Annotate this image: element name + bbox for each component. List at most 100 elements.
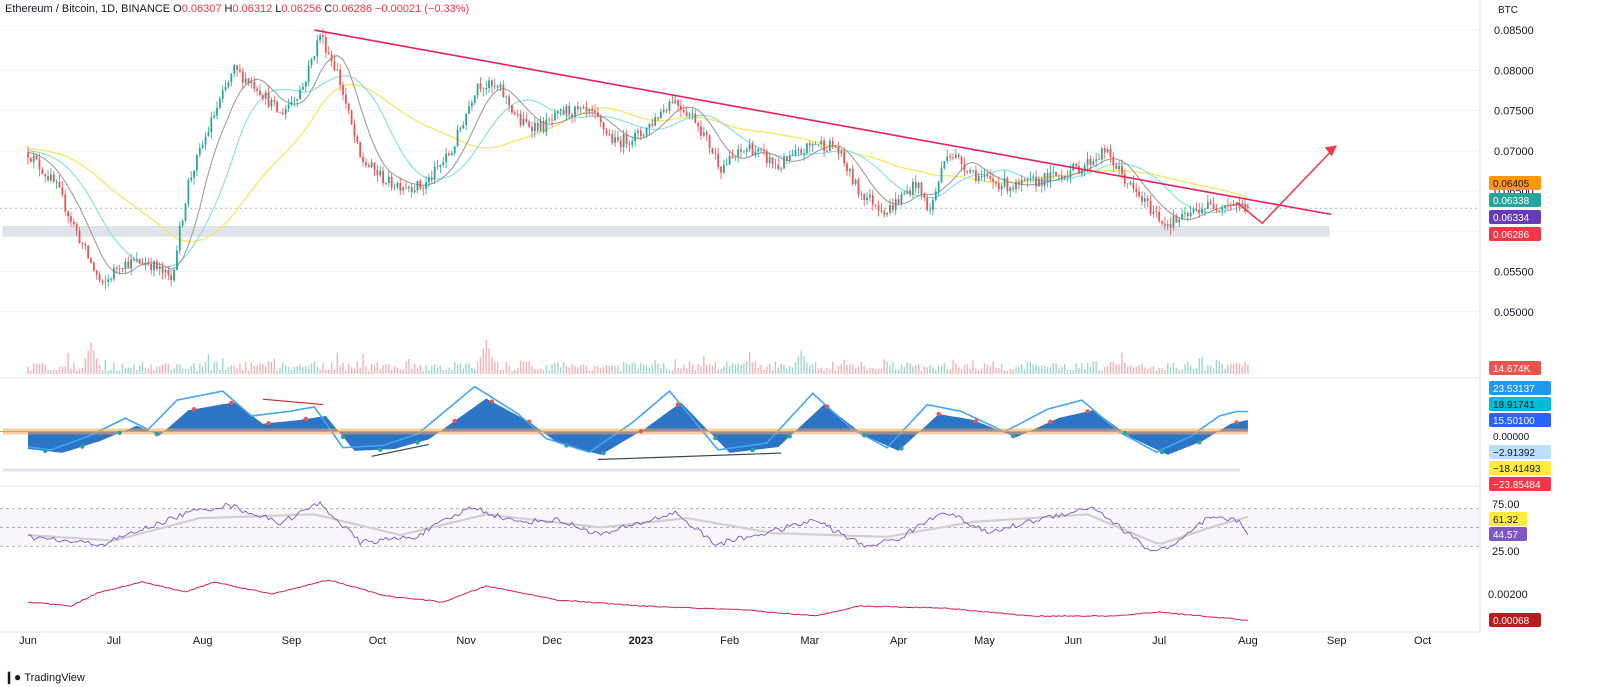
volume-bar [1189,365,1192,374]
candle-body [995,181,997,184]
volume-bar [889,365,891,374]
candle-body [869,194,871,198]
candle-body [740,149,742,152]
wave-value-badge [1489,381,1551,395]
volume-bar [153,369,155,374]
volume-bar [505,361,507,374]
volume-bar [668,369,671,374]
candle-body [52,174,55,182]
candle-body [261,95,264,99]
bottom-value-badge [1489,613,1541,627]
volume-bar [1104,366,1106,374]
wave-signal-dot [1085,409,1090,414]
volume-bar [356,362,359,374]
volume-bar [780,363,782,374]
candle-body [1086,158,1089,166]
volume-bar [1043,365,1046,374]
volume-bar [534,369,536,374]
candles-group [27,28,1249,290]
candle-body [1115,165,1118,170]
volume-bar [296,366,298,374]
volume-bar [680,368,682,374]
candle-body [949,156,952,158]
candle-body [628,143,631,145]
volume-bar [1006,370,1009,374]
bottom-indicator-line [27,579,1248,621]
volume-bar [96,358,98,374]
volume-bar [179,364,181,374]
volume-bar [50,370,52,374]
candle-body [267,92,270,107]
volume-bar [574,366,576,374]
volume-bar [385,364,387,374]
candle-body [513,112,516,115]
volume-bar [617,365,619,374]
bottom-axis-tick-label: 0.00200 [1488,589,1528,601]
rsi-line [27,500,1249,552]
candle-body [293,100,296,102]
candle-body [582,107,585,109]
candle-body [1112,156,1115,166]
candle-body [556,111,559,113]
candle-body [1241,203,1244,205]
candle-body [290,101,293,105]
candle-body [533,122,536,132]
volume-bar [620,371,622,374]
volume-bar [963,365,966,374]
candle-body [957,154,960,157]
candle-body [665,109,668,111]
volume-bar [147,368,149,374]
volume-bar [439,366,442,374]
candle-body [516,114,519,115]
volume-bar [831,361,834,374]
tradingview-logo[interactable]: ❙● TradingView [4,670,85,684]
volume-bar [219,369,221,374]
candle-body [929,209,931,211]
candle-body [330,54,333,62]
volume-bar [465,363,467,374]
wave-signal-dot [117,430,122,436]
candle-body [1009,187,1012,192]
candle-body [127,261,130,269]
candle-body [625,134,628,144]
volume-bar [90,342,92,374]
volume-bar [253,365,255,374]
candle-body [1232,203,1235,206]
candle-body [1212,203,1215,209]
volume-bar [751,362,754,374]
volume-bar [602,366,605,374]
candle-body [428,177,430,183]
volume-bar [1021,364,1023,374]
time-axis-label: 2023 [629,635,653,647]
candle-body [1106,149,1109,153]
candle-body [596,112,599,117]
candle-body [634,132,637,142]
candle-body [224,86,227,91]
volume-bar [703,355,705,374]
volume-bar [425,364,427,374]
candle-body [565,106,568,115]
volume-bar [958,366,960,374]
candle-body [972,170,974,171]
bottom-value-label: 0.00068 [1493,616,1530,627]
volume-bar [711,365,714,374]
candle-body [714,152,717,154]
volume-bar [376,361,379,374]
candle-body [519,114,522,125]
candle-body [1000,186,1003,190]
candle-body [227,82,230,87]
candle-body [72,221,75,225]
volume-bar [390,369,393,374]
candle-body [848,168,851,172]
volume-bar [187,368,190,374]
volume-bar [663,362,665,374]
volume-bar [1161,368,1163,374]
ma-value-badge [1489,193,1541,207]
time-axis-label: Jul [107,635,121,647]
candle-body [974,170,977,181]
volume-bar [1155,370,1157,374]
wave-signal-dot [80,444,85,449]
ma-value-badge [1489,210,1541,224]
volume-bar [966,364,968,374]
